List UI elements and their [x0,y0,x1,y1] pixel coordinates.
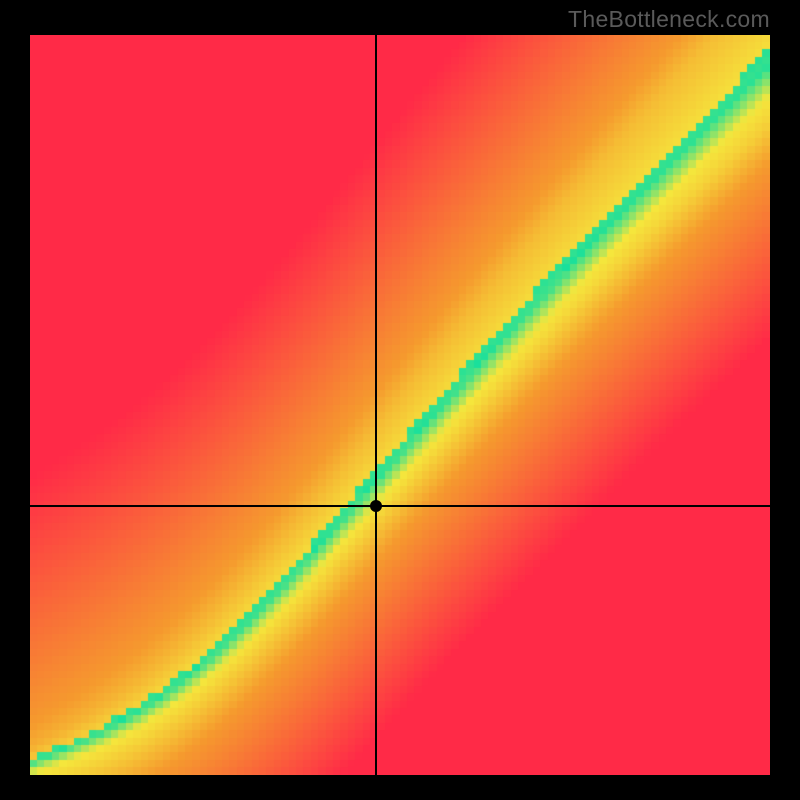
watermark-text: TheBottleneck.com [568,6,770,33]
crosshair-horizontal [30,505,770,507]
crosshair-vertical [375,35,377,775]
data-point-marker [370,500,382,512]
root: TheBottleneck.com [0,0,800,800]
heatmap-canvas [30,35,770,775]
